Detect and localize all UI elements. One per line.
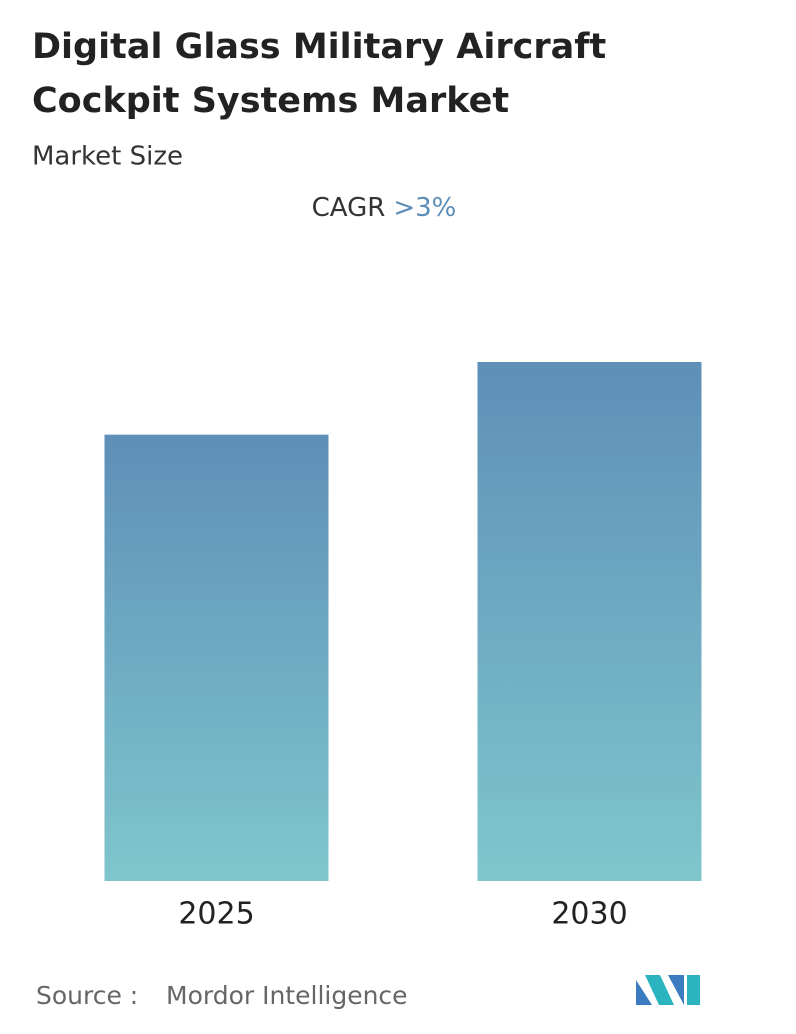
chart-title: Cockpit Systems Market: [32, 81, 509, 121]
cagr-label: CAGR: [312, 193, 386, 223]
source: Mordor Intelligence: [166, 981, 408, 1010]
logo: [636, 975, 700, 1005]
source-label: Source :: [36, 981, 138, 1010]
cagr-value: >3%: [393, 193, 456, 223]
cagr: CAGR >3%: [312, 193, 457, 223]
bar: [477, 362, 702, 881]
chart-subtitle: Market Size: [32, 142, 183, 172]
bar: [104, 434, 329, 881]
x-tick-label: 2030: [551, 897, 627, 932]
x-tick-label: 2025: [178, 897, 254, 932]
chart-title: Digital Glass Military Aircraft: [32, 27, 606, 67]
